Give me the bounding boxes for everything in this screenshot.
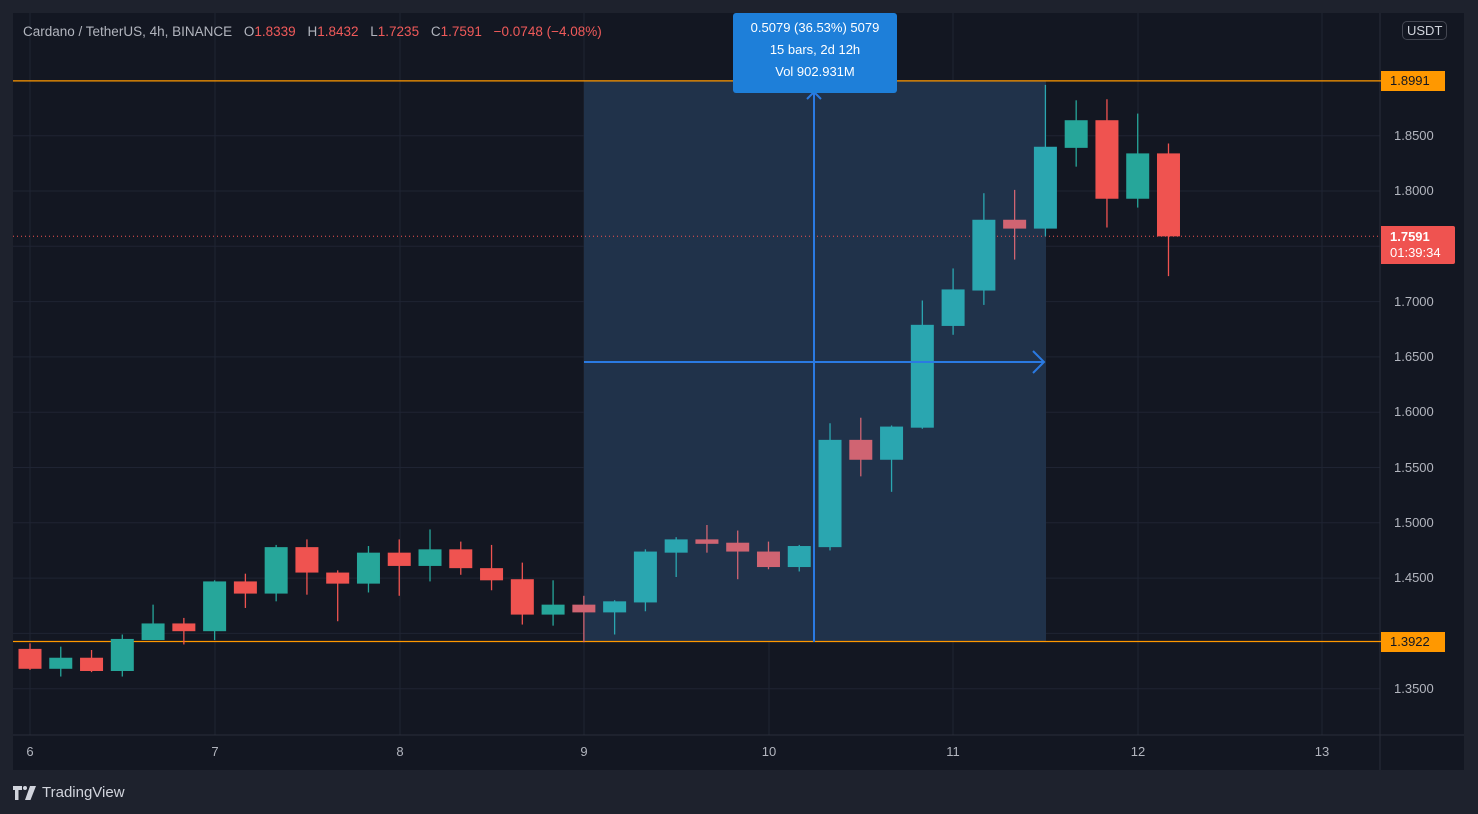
price-tick-label: 1.6000 — [1394, 404, 1434, 420]
price-tick-label: 1.5000 — [1394, 514, 1434, 530]
candle-body — [910, 324, 934, 428]
price-tick-label: 1.7000 — [1394, 293, 1434, 309]
candle-body — [418, 549, 442, 566]
candle-body — [49, 657, 73, 669]
candle-body — [695, 539, 719, 544]
price-tick-label: 1.5500 — [1394, 459, 1434, 475]
candle-body — [756, 551, 780, 568]
candle-body — [1033, 146, 1057, 229]
change-value: −0.0748 (−4.08%) — [493, 24, 602, 39]
candle-body — [1156, 153, 1180, 237]
candle-body — [387, 552, 411, 566]
candle-body — [633, 551, 657, 603]
candle-body — [572, 604, 596, 613]
arrow-right-icon — [1032, 350, 1046, 374]
candle-body — [203, 581, 227, 632]
price-tick-label: 1.3500 — [1394, 680, 1434, 696]
bar-countdown: 01:39:34 — [1390, 245, 1441, 260]
candle-body — [1095, 120, 1119, 199]
candle-body — [295, 547, 319, 573]
candle-body — [1126, 153, 1150, 199]
open-value: 1.8339 — [254, 24, 296, 39]
candle-body — [972, 219, 996, 291]
price-tick-label: 1.8000 — [1394, 183, 1434, 198]
candle-body — [1003, 219, 1027, 229]
candle-body — [356, 552, 380, 584]
lower-range-price-label: 1.3922 — [1381, 632, 1445, 652]
currency-button[interactable]: USDT — [1402, 21, 1448, 40]
candle-body — [480, 568, 504, 581]
candle-body — [326, 572, 350, 584]
candle-body — [510, 579, 534, 615]
tradingview-logo[interactable]: TradingView — [13, 784, 125, 801]
last-price-label: 1.7591 01:39:34 — [1381, 226, 1455, 264]
candle-body — [880, 426, 904, 460]
candle-body — [264, 547, 288, 594]
candle-body — [726, 542, 750, 552]
price-tick-label: 1.8500 — [1394, 127, 1434, 143]
time-tick-label: 8 — [396, 744, 404, 759]
candle-body — [80, 657, 104, 672]
candle-body — [541, 604, 565, 615]
price-tick-label: 1.6500 — [1394, 348, 1434, 364]
time-tick-label: 13 — [1314, 744, 1330, 759]
last-price: 1.7591 — [1390, 229, 1430, 244]
candle-body — [233, 581, 257, 594]
symbol-title: Cardano / TetherUS, 4h, BINANCE — [23, 24, 233, 39]
close-value: 1.7591 — [440, 24, 482, 39]
candle-body — [110, 638, 134, 672]
candle-body — [449, 549, 473, 569]
candle-body — [849, 439, 873, 460]
candle-body — [603, 601, 627, 613]
candle-body — [787, 546, 811, 568]
time-tick-label: 12 — [1130, 744, 1146, 759]
time-tick-label: 10 — [761, 744, 777, 759]
chart-pane[interactable] — [13, 13, 1464, 770]
measure-change: 0.5079 (36.53%) 5079 — [750, 20, 880, 35]
candle-body — [1064, 120, 1088, 148]
measure-volume: Vol 902.931M — [775, 64, 855, 79]
high-value: 1.8432 — [317, 24, 359, 39]
low-value: 1.7235 — [377, 24, 420, 39]
time-tick-label: 11 — [946, 744, 960, 759]
candle-body — [172, 623, 196, 632]
upper-range-price-label: 1.8991 — [1381, 71, 1445, 91]
symbol-legend: Cardano / TetherUS, 4h, BINANCE O1.8339 … — [23, 24, 602, 39]
measure-tooltip: 0.5079 (36.53%) 5079 15 bars, 2d 12h Vol… — [733, 13, 897, 93]
time-tick-label: 9 — [580, 744, 588, 759]
candle-body — [818, 439, 842, 548]
time-tick-label: 7 — [211, 744, 219, 759]
candle-body — [141, 623, 165, 641]
candle-body — [664, 539, 688, 553]
candle-body — [941, 289, 965, 326]
tradingview-icon — [13, 785, 36, 800]
candlestick-plot[interactable] — [13, 13, 1464, 770]
price-tick-label: 1.4500 — [1394, 570, 1434, 586]
candle-body — [18, 648, 42, 669]
time-tick-label: 6 — [26, 744, 34, 759]
measure-bars: 15 bars, 2d 12h — [769, 42, 861, 57]
